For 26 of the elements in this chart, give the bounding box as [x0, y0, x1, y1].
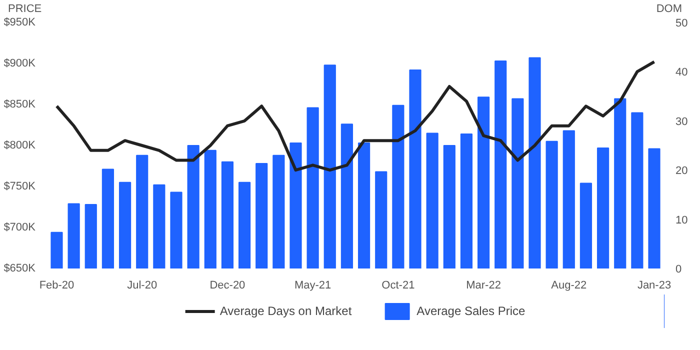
x-tick-label: Dec-20 — [210, 280, 246, 292]
y2-tick-label: 50 — [676, 18, 688, 30]
y-tick-label: $650K — [4, 262, 36, 274]
y-tick-label: $700K — [4, 222, 36, 234]
x-tick-label: May-21 — [294, 280, 332, 292]
line-series — [55, 60, 656, 172]
y2-tick-label: 30 — [676, 116, 688, 128]
y-tick-label: $950K — [4, 16, 36, 28]
legend-label: Average Days on Market — [220, 304, 352, 318]
x-tick-label: Feb-20 — [39, 280, 74, 292]
y2-axis-title: DOM — [656, 2, 682, 17]
y-tick-label: $900K — [4, 58, 36, 70]
y-tick-label: $750K — [4, 180, 36, 192]
y2-tick-label: 10 — [676, 214, 688, 226]
x-tick-label: Oct-21 — [382, 280, 415, 292]
x-tick-label: Mar-22 — [466, 280, 501, 292]
y-tick-label: $800K — [4, 140, 36, 152]
y-tick-label: $850K — [4, 98, 36, 110]
x-tick-label: Aug-22 — [551, 280, 587, 292]
y2-tick-label: 0 — [676, 264, 682, 276]
y-axis-title: PRICE — [8, 2, 42, 17]
x-tick-label: Jan-23 — [637, 280, 672, 292]
legend-label: Average Sales Price — [416, 304, 526, 318]
y2-tick-label: 20 — [676, 165, 688, 178]
x-tick-label: Jul-20 — [127, 280, 158, 292]
y2-tick-label: 40 — [676, 66, 688, 79]
